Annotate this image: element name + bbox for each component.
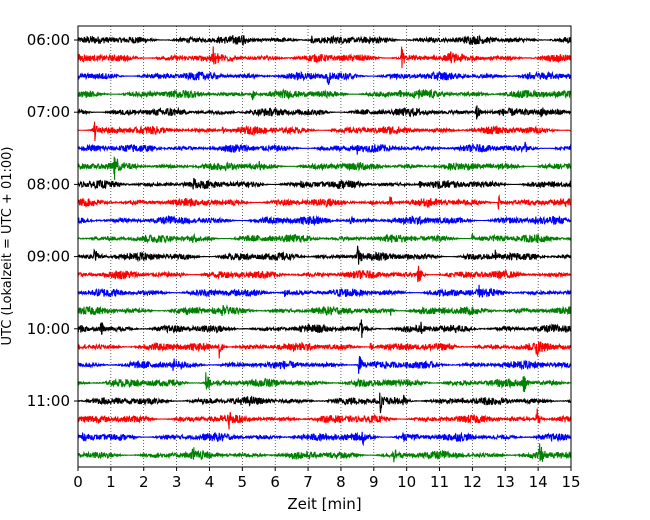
x-tick-label: 4 [205,473,215,491]
trace-0745 [77,156,572,180]
plot-frame [77,25,572,468]
y-tick-label: 10:00 [27,320,70,338]
trace-0700 [77,105,572,120]
x-axis-ticks: 0 1 2 3 4 5 6 7 8 9 10 11 12 13 14 15 [73,467,581,491]
trace-0930 [77,284,572,298]
trace-1000 [77,319,572,338]
x-axis-label: Zeit [min] [287,495,361,513]
y-tick-label: 08:00 [27,175,70,193]
trace-0600 [77,34,572,46]
x-tick-label: 2 [139,473,149,491]
seismogram-traces [77,34,572,463]
trace-1145 [77,443,572,463]
x-tick-label: 1 [106,473,116,491]
trace-0900 [77,245,572,265]
trace-1015 [77,341,572,359]
trace-0830 [77,214,572,227]
x-tick-label: 8 [336,473,346,491]
trace-1030 [77,355,572,374]
trace-1115 [77,408,572,430]
trace-1130 [77,431,572,447]
trace-0645 [77,88,572,101]
trace-0915 [77,265,572,283]
x-tick-label: 10 [397,473,416,491]
y-tick-label: 11:00 [27,392,70,410]
x-tick-label: 11 [430,473,449,491]
trace-0615 [77,46,572,69]
y-tick-label: 07:00 [27,103,70,121]
y-axis-ticks: 06:00 07:00 08:00 09:00 10:00 11:00 [27,31,78,410]
trace-0845 [77,232,572,245]
x-tick-label: 13 [496,473,515,491]
y-tick-label: 06:00 [27,31,70,49]
x-tick-label: 15 [561,473,580,491]
trace-0815 [77,194,572,210]
trace-1045 [77,372,572,393]
x-tick-label: 0 [73,473,83,491]
y-tick-label: 09:00 [27,248,70,266]
trace-0715 [77,121,572,142]
x-tick-label: 12 [463,473,482,491]
x-tick-label: 7 [303,473,313,491]
x-tick-label: 5 [238,473,248,491]
x-tick-label: 14 [529,473,548,491]
x-tick-label: 3 [172,473,182,491]
x-tick-label: 6 [270,473,280,491]
x-tick-label: 9 [369,473,379,491]
trace-0630 [77,70,572,85]
y-axis-label: UTC (Lokalzeit = UTC + 01:00) [0,147,15,346]
trace-0945 [77,304,572,317]
trace-0800 [77,177,572,190]
trace-1100 [77,392,572,414]
trace-0730 [77,141,572,155]
